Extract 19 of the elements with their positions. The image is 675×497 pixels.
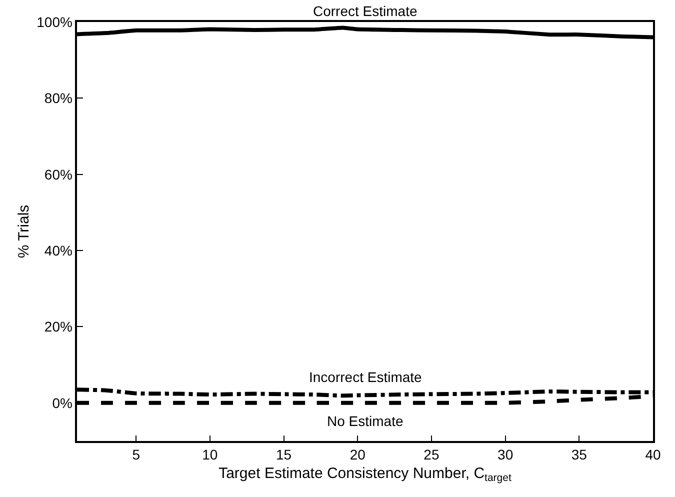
series-label: Incorrect Estimate [309, 369, 422, 385]
x-tick-label: 5 [132, 446, 140, 463]
series-label: No Estimate [327, 413, 404, 429]
x-tick-label: 15 [276, 446, 292, 463]
y-axis-title: % Trials [15, 204, 32, 258]
y-tick-label: 20% [44, 318, 72, 335]
x-tick-label: 30 [498, 446, 514, 463]
y-tick-label: 100% [36, 14, 72, 30]
x-tick-label: 20 [350, 446, 366, 463]
series-label: Correct Estimate [313, 3, 418, 19]
x-tick-label: 35 [571, 446, 588, 463]
y-tick-label: 80% [44, 90, 72, 106]
x-axis-title: Target Estimate Consistency Number, C$_{target}$ [218, 465, 512, 484]
y-tick-label: 60% [44, 166, 72, 182]
y-tick-label: 0% [52, 394, 72, 411]
y-tick-label: 40% [44, 242, 72, 258]
x-tick-label: 25 [424, 446, 440, 463]
x-tick-label: 40 [645, 446, 661, 463]
x-tick-label: 10 [202, 446, 218, 463]
